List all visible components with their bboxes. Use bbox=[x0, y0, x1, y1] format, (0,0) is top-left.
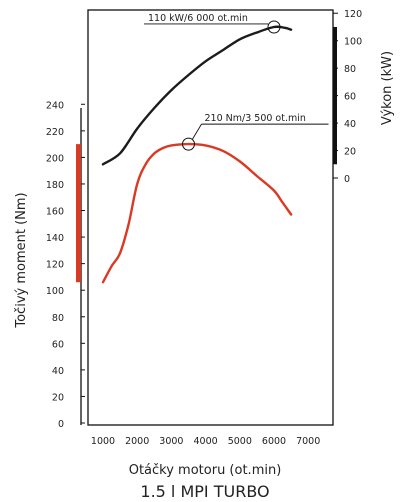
x-tick-label: 3000 bbox=[159, 436, 183, 447]
left-tick-label: 40 bbox=[52, 366, 64, 377]
power-range-bar bbox=[333, 26, 337, 165]
x-tick-label: 6000 bbox=[262, 436, 286, 447]
x-axis-label: Otáčky motoru (ot.min) bbox=[129, 463, 282, 478]
torque-leader-line bbox=[192, 123, 202, 140]
left-tick-label: 100 bbox=[46, 286, 64, 297]
power-peak-marker bbox=[267, 20, 281, 34]
left-tick-label: 140 bbox=[46, 233, 64, 244]
right-tick-label: 40 bbox=[344, 119, 356, 130]
left-tick-label: 220 bbox=[46, 127, 64, 138]
right-tick-label: 100 bbox=[344, 37, 362, 48]
left-tick-label: 20 bbox=[52, 392, 64, 403]
torque-peak-marker bbox=[182, 137, 195, 151]
left-tick-label: 60 bbox=[52, 339, 64, 350]
left-tick-label: 80 bbox=[52, 313, 64, 324]
x-tick-label: 4000 bbox=[194, 436, 218, 447]
left-tick-label: 120 bbox=[46, 260, 64, 271]
x-tick-label: 5000 bbox=[228, 436, 252, 447]
y-axis-left-label: Točivý moment (Nm) bbox=[14, 192, 29, 328]
torque-curve bbox=[101, 142, 293, 284]
chart-title: 1.5 l MPI TURBO bbox=[140, 482, 269, 501]
x-tick-label: 7000 bbox=[296, 436, 320, 447]
plot-frame bbox=[87, 9, 334, 426]
right-tick-label: 0 bbox=[344, 174, 350, 185]
right-tick-label: 20 bbox=[344, 147, 356, 158]
right-tick-label: 120 bbox=[344, 9, 362, 20]
range-bars bbox=[76, 26, 337, 283]
left-tick-label: 160 bbox=[46, 207, 64, 218]
power-peak-label: 110 kW/6 000 ot.min bbox=[148, 13, 248, 24]
x-tick-label: 2000 bbox=[125, 436, 149, 447]
right-tick-label: 60 bbox=[344, 92, 356, 103]
left-tick-label: 180 bbox=[46, 180, 64, 191]
left-tick-label: 240 bbox=[46, 100, 64, 111]
x-axis: 1000 2000 3000 4000 5000 6000 7000 bbox=[91, 436, 320, 447]
left-tick-label: 0 bbox=[58, 419, 64, 430]
torque-range-bar bbox=[76, 144, 81, 283]
right-tick-label: 80 bbox=[344, 64, 356, 75]
annotations: 110 kW/6 000 ot.min 210 Nm/3 500 ot.min bbox=[144, 13, 329, 151]
power-curve bbox=[101, 25, 293, 166]
series-layer bbox=[101, 25, 293, 284]
left-axis: 0 20 40 60 80 100 120 140 160 180 200 220 240 bbox=[46, 100, 85, 430]
x-tick-label: 1000 bbox=[91, 436, 115, 447]
y-axis-right-label: Výkon (kW) bbox=[380, 51, 395, 125]
torque-peak-label: 210 Nm/3 500 ot.min bbox=[205, 113, 306, 124]
left-tick-label: 200 bbox=[46, 153, 64, 164]
right-axis: 0 20 40 60 80 100 120 bbox=[333, 9, 362, 185]
